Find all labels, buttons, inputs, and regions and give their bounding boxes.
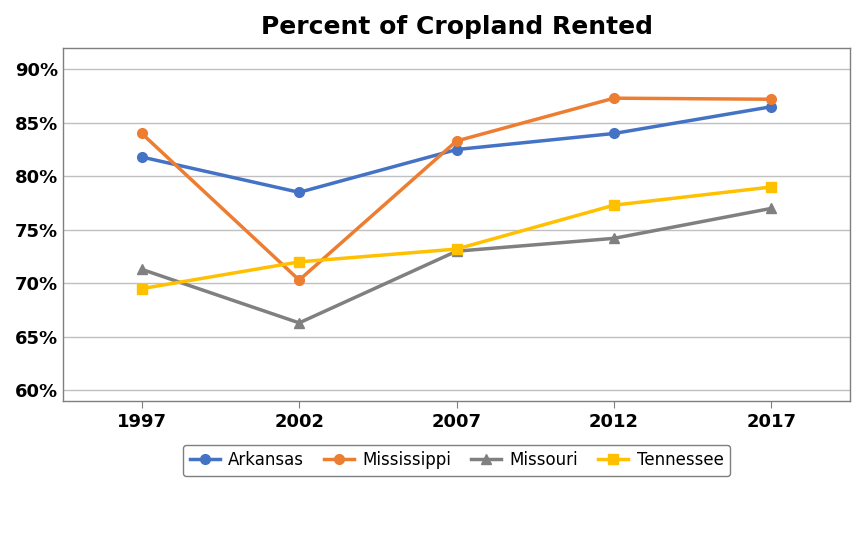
Arkansas xyxy=(294,189,304,196)
Line: Tennessee: Tennessee xyxy=(137,182,776,294)
Missouri xyxy=(452,248,462,254)
Line: Missouri: Missouri xyxy=(137,203,776,328)
Tennessee xyxy=(137,286,147,292)
Arkansas xyxy=(137,154,147,160)
Missouri xyxy=(294,319,304,326)
Mississippi xyxy=(294,277,304,283)
Line: Mississippi: Mississippi xyxy=(137,94,776,285)
Arkansas xyxy=(452,146,462,153)
Line: Arkansas: Arkansas xyxy=(137,102,776,197)
Tennessee xyxy=(294,259,304,265)
Arkansas xyxy=(609,130,619,137)
Tennessee xyxy=(766,184,777,190)
Missouri xyxy=(609,235,619,242)
Tennessee xyxy=(452,246,462,252)
Tennessee xyxy=(609,202,619,208)
Mississippi xyxy=(452,138,462,144)
Mississippi xyxy=(609,95,619,101)
Arkansas xyxy=(766,103,777,110)
Missouri xyxy=(766,205,777,212)
Legend: Arkansas, Mississippi, Missouri, Tennessee: Arkansas, Mississippi, Missouri, Tenness… xyxy=(183,445,730,476)
Mississippi xyxy=(766,96,777,102)
Mississippi xyxy=(137,130,147,137)
Missouri xyxy=(137,266,147,272)
Title: Percent of Cropland Rented: Percent of Cropland Rented xyxy=(260,15,652,39)
